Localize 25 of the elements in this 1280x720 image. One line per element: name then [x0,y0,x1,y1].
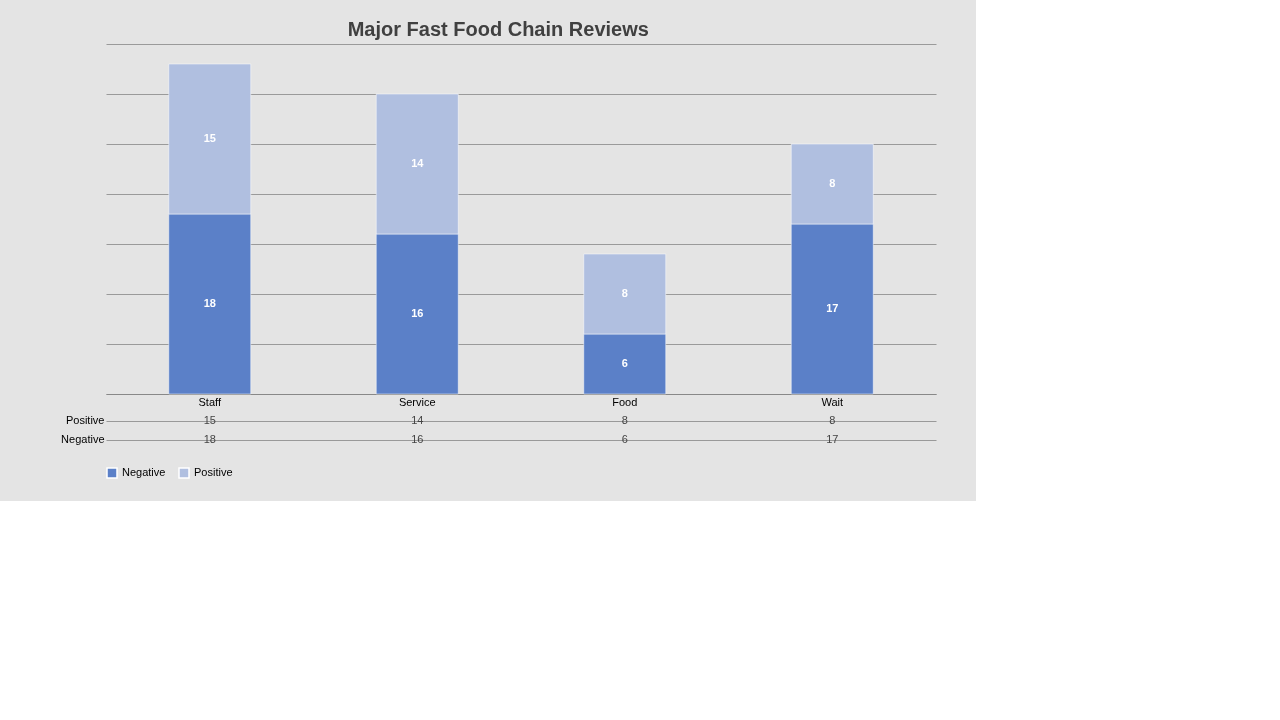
annotation: 17 [826,302,839,314]
data-label: 8 [829,413,836,426]
x-tick-label: Staff [198,395,222,408]
chart-title: Major Fast Food Chain Reviews [347,18,649,40]
annotation: 16 [411,307,424,319]
x-tick-label: Food [612,395,638,408]
annotation: 6 [621,357,628,369]
annotation: 8 [829,177,836,189]
annotation: 14 [411,157,425,169]
data-label: 17 [826,432,839,445]
text: Positive [65,414,105,426]
legend-label: Positive [194,466,233,478]
annotation: 15 [203,132,216,144]
data-label: 8 [621,413,628,426]
legend-label: Negative [122,466,166,478]
annotation: 8 [621,287,628,299]
data-label: 15 [203,413,216,426]
x-tick-label: Wait [821,395,844,408]
data-label: 18 [203,432,216,445]
text: Negative [61,433,105,445]
data-label: 6 [621,432,628,445]
annotation: 18 [203,297,216,309]
data-label: 16 [411,432,424,445]
x-tick-label: Service [398,395,436,408]
data-label: 14 [411,413,424,426]
